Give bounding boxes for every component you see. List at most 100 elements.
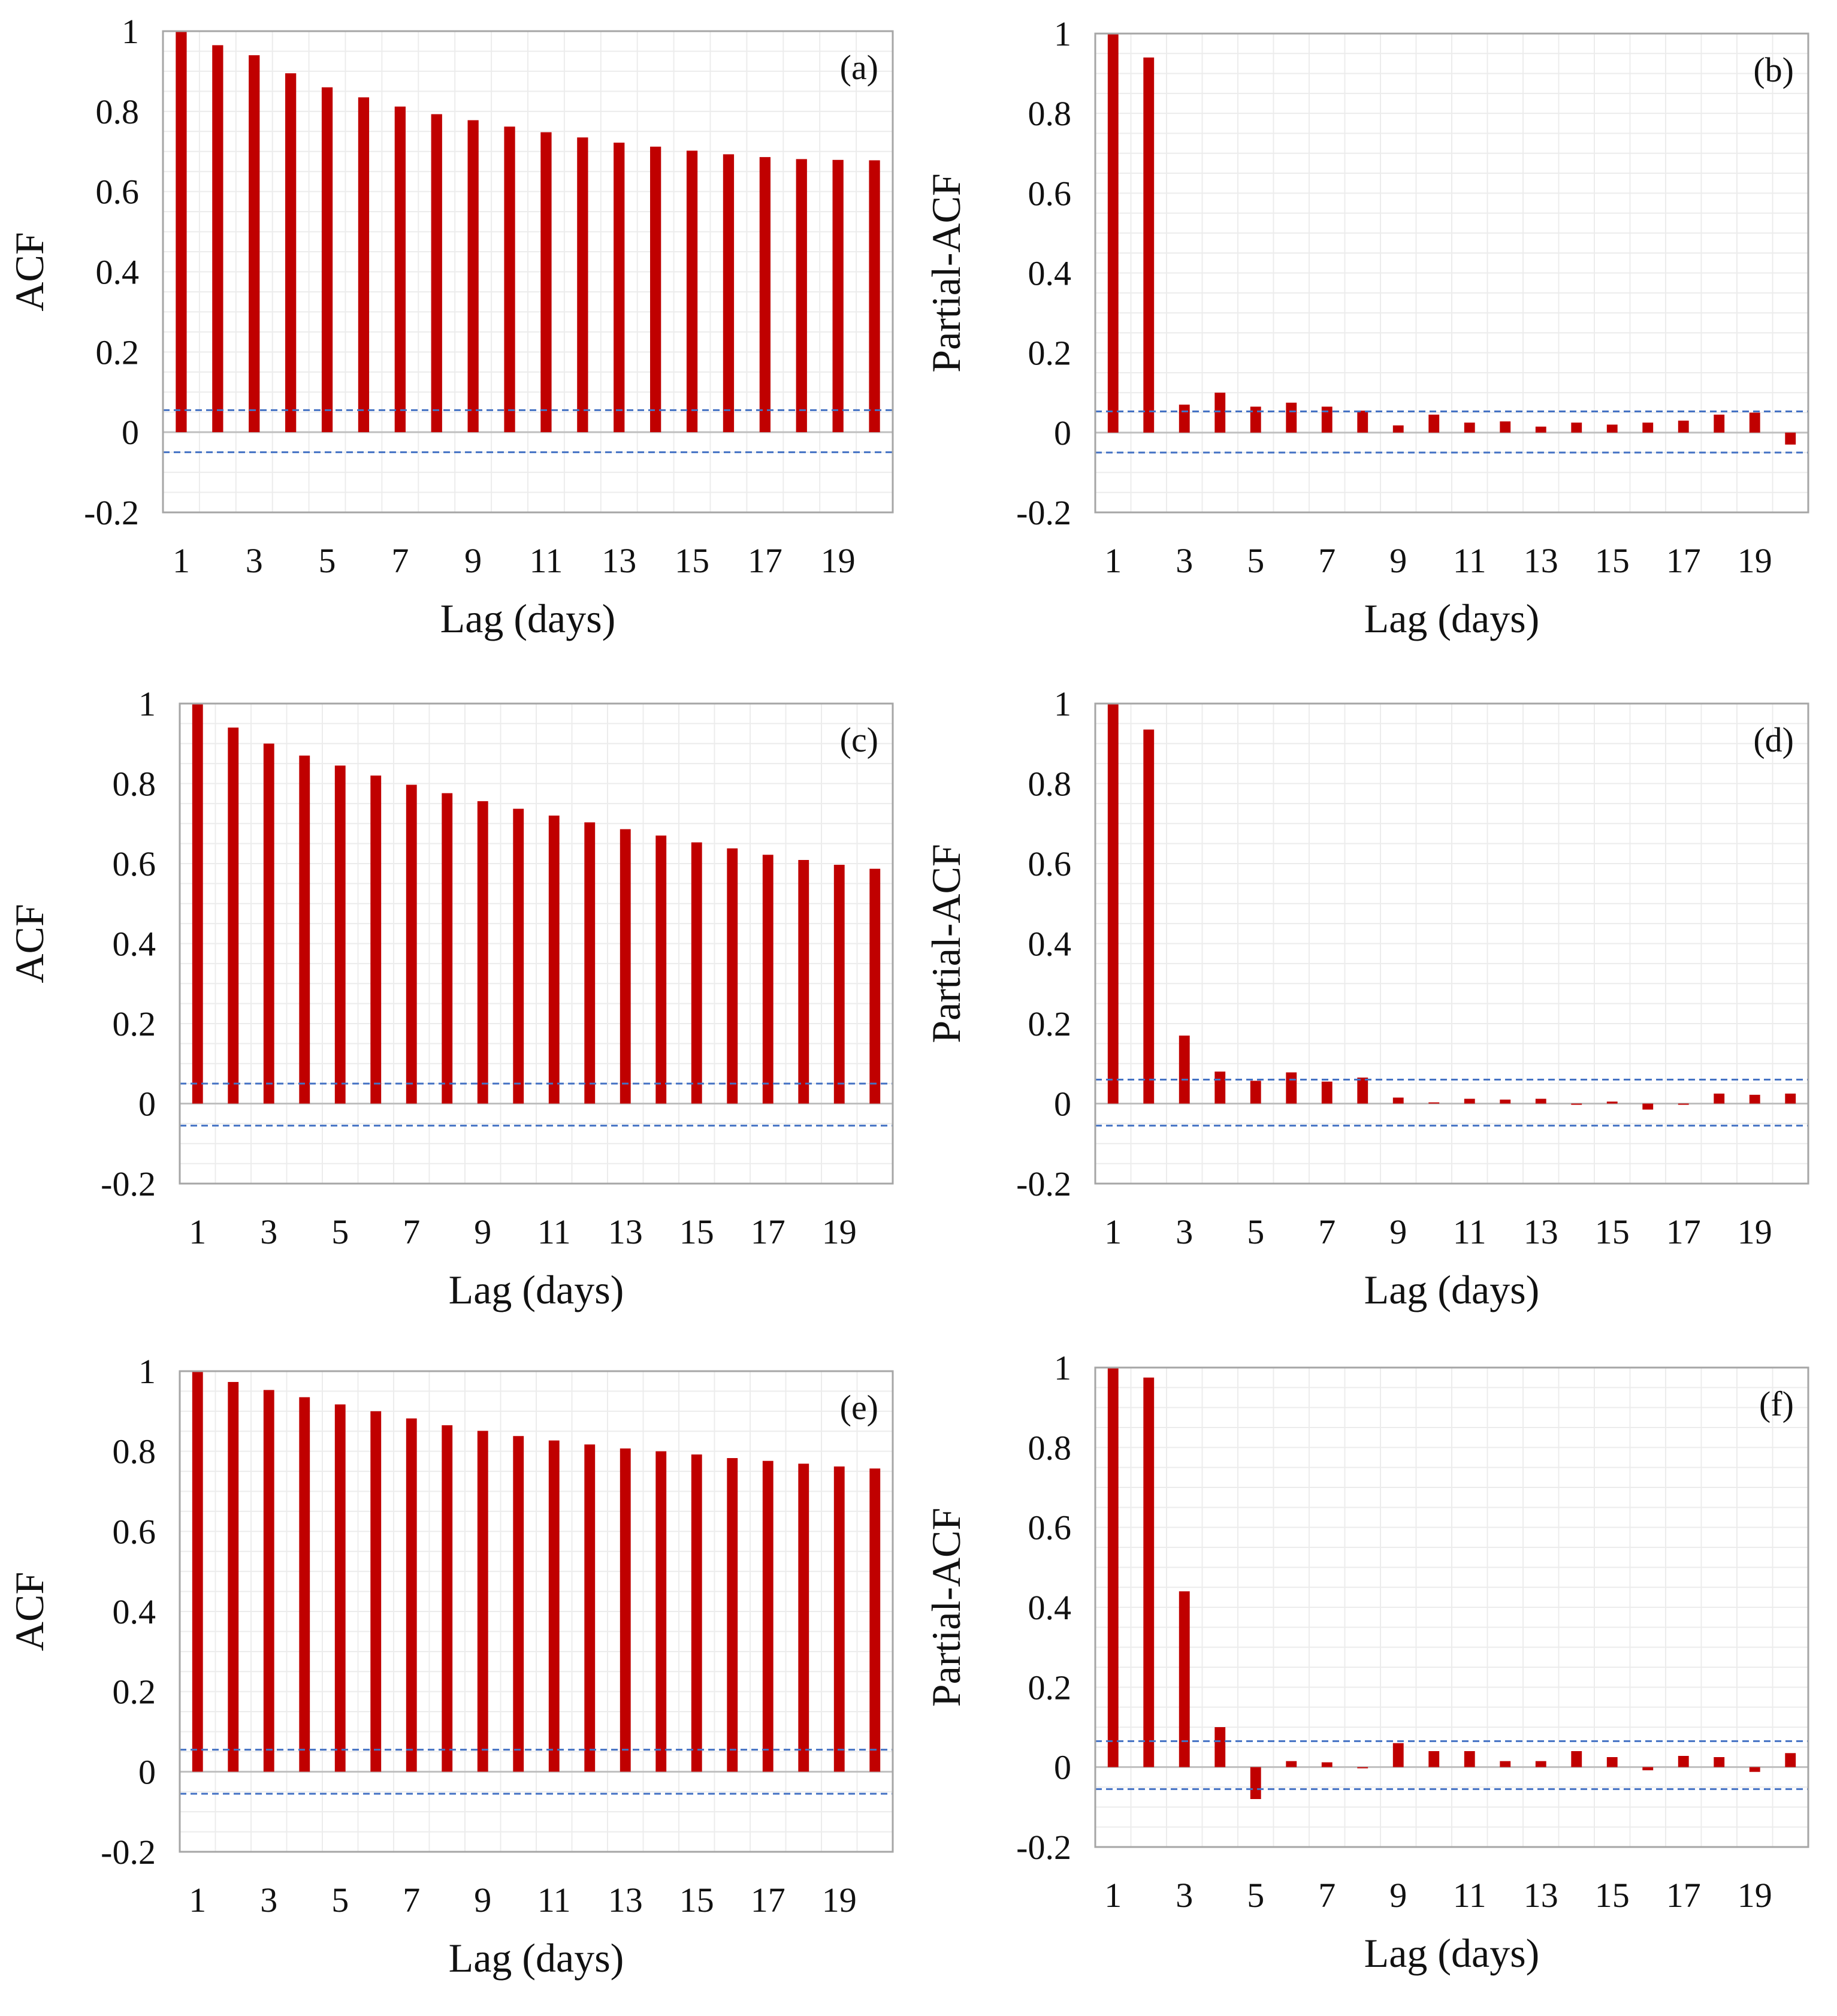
x-tick-label: 15	[679, 1881, 714, 1920]
y-tick-label: -0.2	[1016, 493, 1071, 532]
x-tick-label: 7	[391, 541, 409, 580]
bar-lag-6	[1286, 1072, 1297, 1104]
panel-label: (c)	[840, 720, 878, 759]
x-tick-label: 19	[822, 1212, 857, 1251]
y-tick-label: 1	[1054, 684, 1071, 723]
bar-lag-18	[798, 1463, 809, 1772]
x-tick-label: 19	[1738, 1876, 1772, 1915]
y-tick-label: 0.2	[1028, 1668, 1072, 1707]
x-tick-label: 17	[1666, 541, 1701, 580]
bar-lag-2	[1143, 57, 1155, 433]
y-tick-label: 0.4	[96, 253, 140, 292]
y-tick-label: 0.6	[1028, 844, 1072, 883]
x-tick-label: 7	[1318, 1212, 1336, 1251]
bar-lag-5	[321, 87, 333, 433]
bar-lag-1	[1107, 704, 1119, 1104]
bar-lag-14	[1571, 422, 1582, 433]
bar-lag-20	[1785, 432, 1796, 445]
y-tick-label: -0.2	[84, 493, 139, 532]
y-tick-label: 0	[138, 1085, 156, 1124]
bar-lag-2	[228, 728, 239, 1104]
bar-lag-8	[1357, 1767, 1368, 1768]
bar-lag-18	[1714, 414, 1725, 433]
bar-lag-3	[1179, 405, 1190, 433]
x-tick-label: 7	[1318, 541, 1336, 580]
x-tick-label: 3	[1176, 541, 1193, 580]
bar-lag-15	[1606, 1101, 1618, 1104]
bar-lag-10	[1428, 1751, 1440, 1767]
y-tick-label: 0.2	[113, 1004, 156, 1043]
x-tick-label: 5	[1247, 1212, 1264, 1251]
x-tick-label: 3	[260, 1881, 277, 1920]
bar-lag-17	[1678, 1756, 1689, 1767]
x-tick-label: 11	[530, 541, 563, 580]
bar-lag-1	[176, 31, 187, 433]
x-tick-label: 3	[1176, 1876, 1193, 1915]
bar-lag-17	[1678, 1103, 1689, 1105]
y-tick-label: 0.4	[1028, 925, 1072, 964]
bar-lag-6	[370, 1411, 382, 1772]
x-tick-label: 9	[1389, 541, 1407, 580]
bar-lag-14	[1571, 1751, 1582, 1767]
y-tick-label: -0.2	[1016, 1164, 1071, 1203]
x-tick-label: 9	[474, 1881, 491, 1920]
bar-lag-19	[1749, 1094, 1760, 1104]
bar-lag-14	[1571, 1103, 1582, 1105]
bar-lag-12	[1500, 1761, 1511, 1767]
y-tick-label: 0.8	[1028, 94, 1072, 133]
y-axis-title: Partial-ACF	[923, 1508, 969, 1707]
y-tick-label: 0	[1054, 1748, 1071, 1787]
bar-lag-11	[1464, 1751, 1475, 1767]
panel-label: (f)	[1759, 1384, 1794, 1423]
x-tick-label: 13	[608, 1881, 643, 1920]
y-axis-title: ACF	[7, 904, 52, 983]
x-tick-label: 1	[189, 1881, 206, 1920]
x-tick-label: 1	[189, 1212, 206, 1251]
bar-lag-14	[650, 146, 661, 433]
x-tick-label: 11	[1453, 1212, 1486, 1251]
bar-lag-9	[1392, 425, 1404, 433]
x-tick-label: 7	[403, 1881, 420, 1920]
y-tick-label: 0.8	[113, 765, 156, 804]
x-tick-label: 1	[1104, 1876, 1122, 1915]
y-tick-label: 0.6	[113, 844, 156, 883]
y-tick-label: 0.8	[1028, 765, 1072, 804]
x-tick-label: 17	[1666, 1876, 1701, 1915]
bar-lag-17	[1678, 420, 1689, 433]
bar-lag-13	[1535, 1098, 1546, 1104]
bar-lag-1	[192, 704, 203, 1104]
bar-lag-3	[263, 1390, 274, 1772]
bar-lag-16	[723, 154, 735, 433]
x-tick-label: 15	[1595, 541, 1630, 580]
x-tick-label: 19	[1738, 541, 1772, 580]
x-tick-label: 9	[474, 1212, 491, 1251]
bar-lag-1	[1107, 1368, 1119, 1767]
x-tick-label: 3	[1176, 1212, 1193, 1251]
bar-lag-1	[1107, 34, 1119, 433]
x-tick-label: 5	[1247, 541, 1264, 580]
x-tick-label: 9	[1389, 1876, 1407, 1915]
y-tick-label: 0.8	[1028, 1428, 1072, 1467]
x-tick-label: 5	[319, 541, 336, 580]
y-tick-label: 1	[138, 1352, 156, 1391]
x-tick-label: 17	[748, 541, 782, 580]
bar-lag-16	[727, 1458, 738, 1772]
bar-lag-7	[394, 106, 406, 433]
x-tick-label: 15	[679, 1212, 714, 1251]
x-tick-label: 19	[821, 541, 856, 580]
y-tick-label: 0.6	[113, 1512, 156, 1551]
bar-lag-9	[467, 120, 479, 433]
y-axis-title: ACF	[7, 1572, 52, 1651]
bar-lag-7	[1321, 1762, 1333, 1767]
bar-lag-2	[1143, 729, 1155, 1104]
x-tick-label: 15	[1595, 1212, 1630, 1251]
bar-lag-19	[833, 865, 845, 1104]
bar-lag-15	[1606, 1757, 1618, 1767]
x-axis-title: Lag (days)	[440, 596, 616, 641]
y-tick-label: 0.2	[1028, 334, 1072, 373]
bar-lag-1	[192, 1371, 203, 1772]
